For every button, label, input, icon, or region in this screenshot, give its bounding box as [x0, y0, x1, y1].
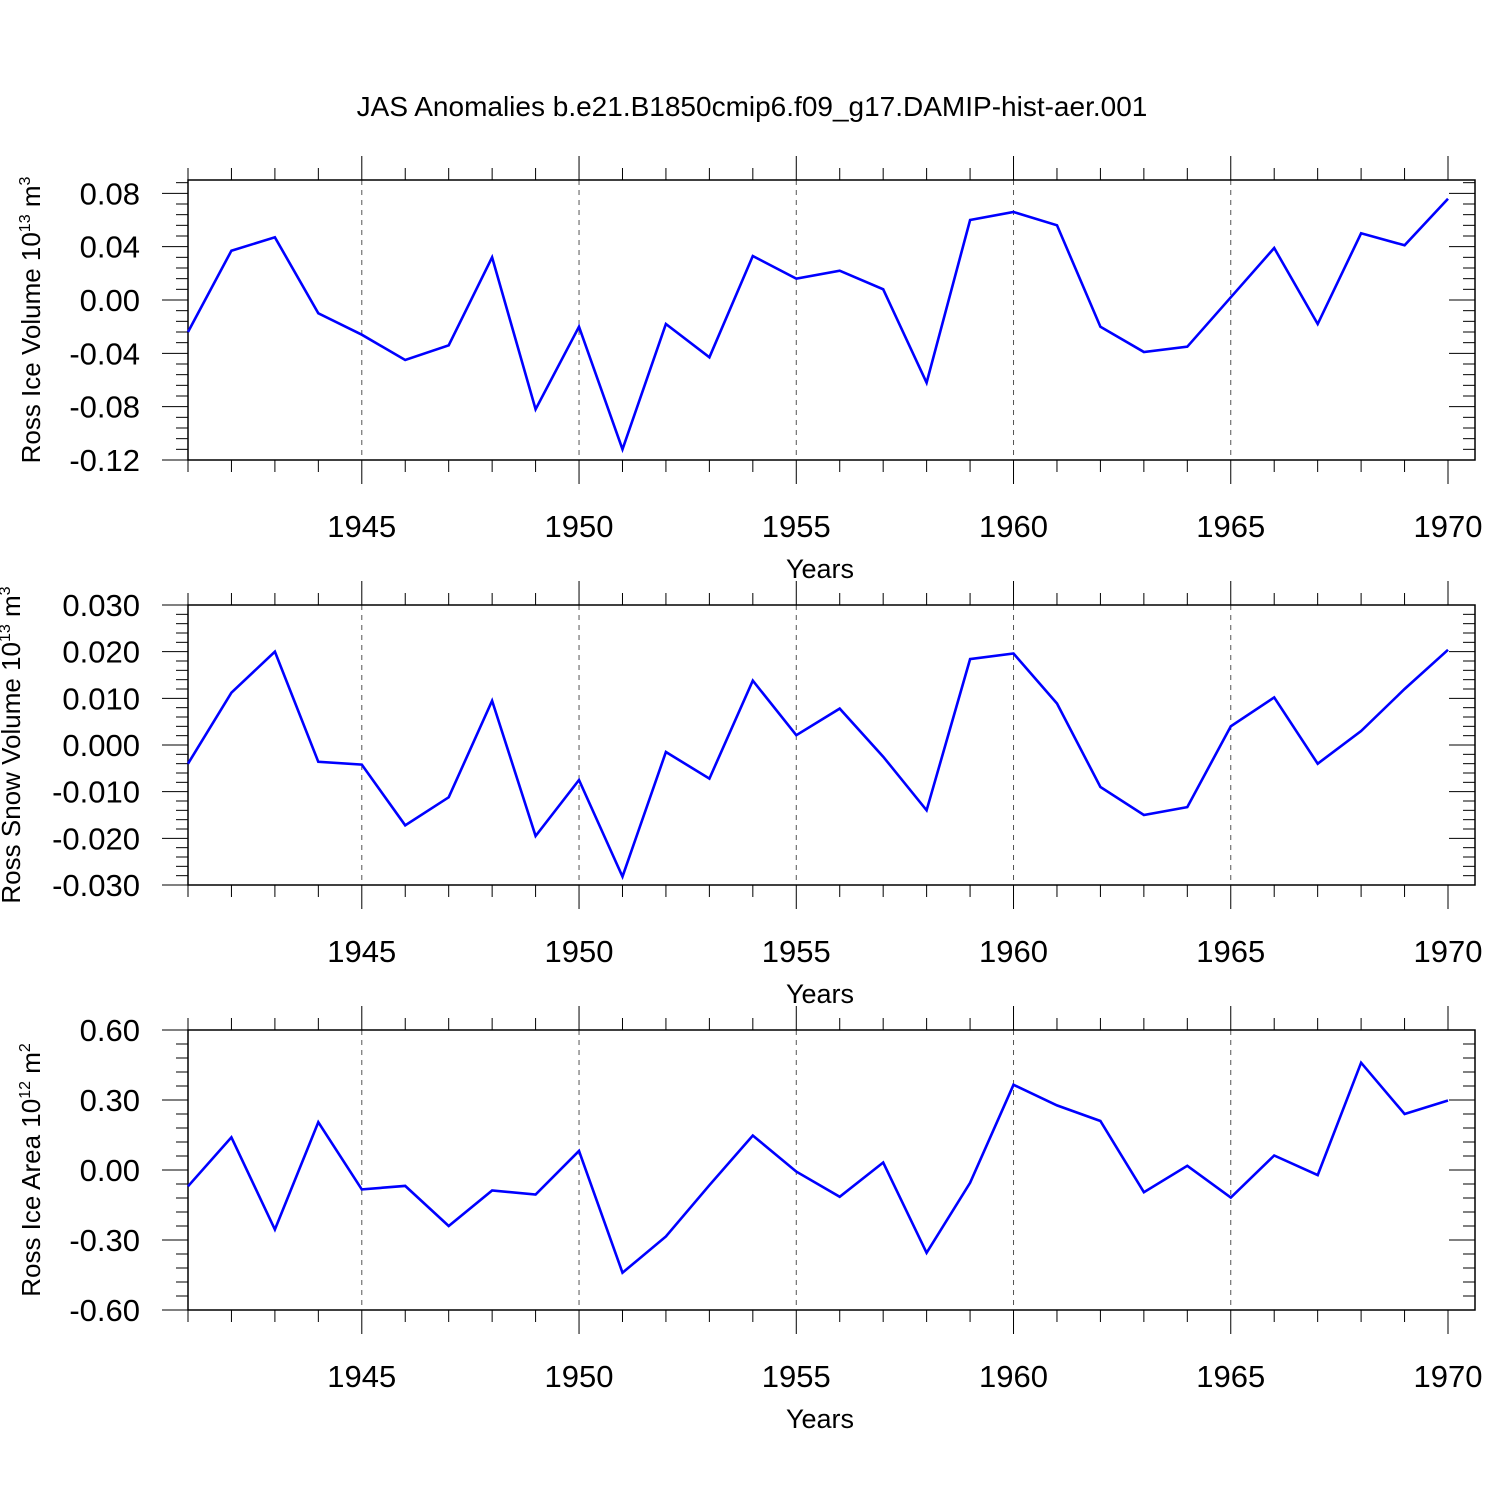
y-axis-label-base: Ross Ice Volume 10 [16, 232, 46, 463]
y-axis-label-base: Ross Snow Volume 10 [0, 642, 26, 904]
x-tick-label: 1950 [545, 934, 614, 969]
y-tick-label: 0.020 [62, 635, 140, 670]
x-tick-label: 1970 [1414, 1359, 1483, 1394]
y-tick-label: -0.30 [69, 1223, 140, 1258]
series-line [186, 648, 1449, 881]
y-tick-label: -0.08 [69, 390, 140, 425]
x-tick-label: 1965 [1196, 934, 1265, 969]
y-tick-label: -0.030 [52, 868, 140, 903]
x-tick-label: 1950 [545, 509, 614, 544]
x-axis-label: Years [786, 1404, 854, 1434]
x-tick-label: 1965 [1196, 509, 1265, 544]
y-tick-label: -0.020 [52, 821, 140, 856]
x-tick-label: 1965 [1196, 1359, 1265, 1394]
x-tick-label: 1970 [1414, 509, 1483, 544]
y-axis-label-exponent: 13 [0, 624, 14, 642]
x-tick-label: 1950 [545, 1359, 614, 1394]
y-axis-label-unit-exponent: 3 [17, 176, 34, 185]
figure-title: JAS Anomalies b.e21.B1850cmip6.f09_g17.D… [357, 91, 1148, 122]
y-tick-label: -0.04 [69, 336, 140, 371]
y-axis-label-unit-exponent: 2 [17, 1043, 34, 1052]
y-axis-label-unit-exponent: 3 [0, 586, 14, 595]
y-axis-label-exponent: 13 [17, 214, 34, 232]
y-tick-label: 0.010 [62, 681, 140, 716]
x-tick-label: 1945 [327, 509, 396, 544]
y-axis-label-unit: m [0, 595, 26, 624]
y-tick-label: -0.12 [69, 443, 140, 478]
y-axis-label: Ross Ice Area 1012 m2 [16, 1043, 46, 1297]
plot-frame [187, 179, 1476, 461]
chart-panel-3: -0.60 -0.30 0.00 0.30 0.60 1945 1950 1955 1960 19… [16, 1006, 1482, 1434]
y-axis-label-base: Ross Ice Area 10 [16, 1099, 46, 1297]
x-tick-label: 1945 [327, 934, 396, 969]
x-tick-label: 1960 [979, 509, 1048, 544]
y-axis-label-unit: m [16, 1052, 46, 1081]
y-tick-label: 0.08 [80, 176, 140, 211]
x-tick-label: 1945 [327, 1359, 396, 1394]
y-tick-label: -0.010 [52, 775, 140, 810]
panels: -0.12 -0.08 -0.04 0.00 0.04 0.08 1945 1950 1955 1… [0, 156, 1482, 1434]
y-tick-label: 0.00 [80, 1153, 140, 1188]
y-axis-label: Ross Ice Volume 1013 m3 [16, 176, 46, 463]
x-tick-label: 1960 [979, 934, 1048, 969]
x-tick-label: 1970 [1414, 934, 1483, 969]
y-tick-label: -0.60 [69, 1293, 140, 1328]
chart-panel-2: -0.030 -0.020 -0.010 0.000 0.010 0.020 0.030 19… [0, 581, 1482, 1009]
series-line [187, 1060, 1449, 1275]
x-axis-label: Years [786, 554, 854, 584]
x-tick-label: 1955 [762, 509, 831, 544]
chart-panel-1: -0.12 -0.08 -0.04 0.00 0.04 0.08 1945 1950 1955 1… [16, 156, 1482, 584]
y-tick-label: 0.030 [62, 588, 140, 623]
y-tick-label: 0.60 [80, 1013, 140, 1048]
y-axis-label-unit: m [16, 185, 46, 214]
x-tick-label: 1955 [762, 1359, 831, 1394]
x-tick-label: 1960 [979, 1359, 1048, 1394]
y-tick-label: 0.30 [80, 1083, 140, 1118]
y-axis-label-exponent: 12 [17, 1081, 34, 1099]
x-axis-label: Years [786, 979, 854, 1009]
x-tick-label: 1955 [762, 934, 831, 969]
series-line [186, 197, 1449, 454]
y-tick-label: 0.000 [62, 728, 140, 763]
y-tick-label: 0.04 [80, 230, 140, 265]
y-axis-label: Ross Snow Volume 1013 m3 [0, 586, 26, 903]
y-tick-label: 0.00 [80, 283, 140, 318]
